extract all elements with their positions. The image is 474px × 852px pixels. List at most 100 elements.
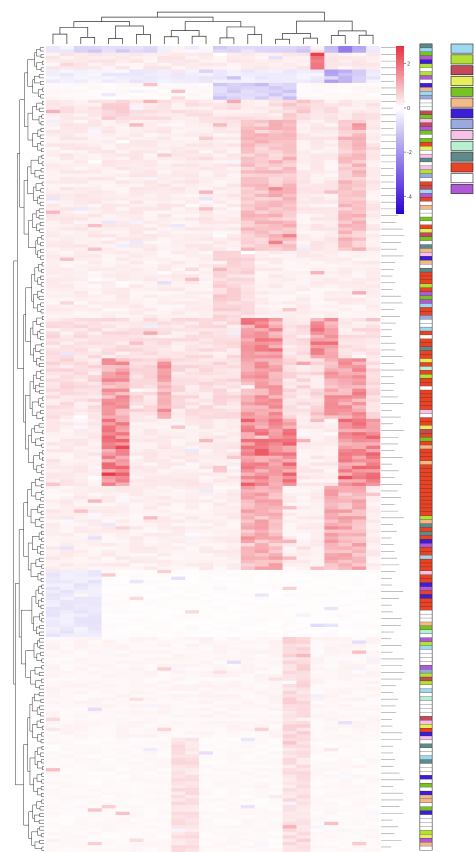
- heatmap-cell: [366, 465, 381, 470]
- dendrogram-branch: [34, 170, 42, 178]
- heatmap-cell: [101, 257, 116, 262]
- heatmap-cell: [352, 210, 367, 215]
- dendrogram-branch: [33, 777, 38, 792]
- heatmap-cell: [226, 203, 242, 208]
- heatmap-cell: [143, 395, 158, 399]
- heatmap-cell: [226, 52, 242, 57]
- heatmap-cell: [143, 89, 158, 94]
- heatmap-cell: [157, 502, 172, 507]
- dendrogram-branch: [41, 470, 44, 475]
- heatmap-cell: [296, 694, 311, 698]
- heatmap-cell: [324, 422, 339, 426]
- heatmap-cell: [129, 86, 144, 90]
- heatmap-cell: [59, 690, 75, 695]
- heatmap-cell: [171, 593, 186, 598]
- heatmap-cell: [296, 180, 311, 184]
- heatmap-cell: [199, 267, 214, 272]
- heatmap-cell: [59, 492, 75, 497]
- heatmap-cell: [129, 418, 144, 423]
- heatmap-cell: [171, 405, 186, 409]
- dendrogram-branch: [41, 269, 44, 273]
- heatmap-cell: [73, 512, 89, 517]
- heatmap-cell: [199, 603, 214, 608]
- heatmap-cell: [199, 49, 214, 54]
- heatmap-cell: [366, 422, 381, 426]
- heatmap-cell: [352, 365, 367, 369]
- heatmap-cell: [366, 254, 381, 258]
- dendrogram-branch: [15, 583, 24, 786]
- heatmap-cell: [310, 328, 325, 332]
- heatmap-cell: [324, 449, 339, 453]
- heatmap-cell: [101, 271, 116, 275]
- heatmap-cell: [366, 630, 381, 635]
- heatmap-cell: [324, 301, 339, 305]
- heatmap-cell: [324, 630, 339, 635]
- heatmap-cell: [226, 556, 242, 561]
- heatmap-cell: [171, 539, 186, 544]
- heatmap-cell: [296, 250, 311, 255]
- heatmap-cell: [213, 271, 228, 275]
- heatmap-cell: [101, 109, 116, 114]
- heatmap-cell: [185, 328, 200, 332]
- heatmap-cell: [296, 160, 311, 164]
- heatmap-cell: [73, 583, 89, 587]
- heatmap-cell: [115, 170, 130, 174]
- heatmap-cell: [268, 663, 283, 668]
- heatmap-cell: [185, 287, 200, 292]
- heatmap-cell: [101, 412, 116, 416]
- heatmap-cell: [324, 190, 339, 195]
- heatmap-cell: [310, 438, 325, 443]
- heatmap-cell: [366, 375, 381, 379]
- heatmap-cell: [282, 579, 297, 584]
- heatmap-cell: [226, 348, 242, 352]
- heatmap-cell: [115, 365, 130, 369]
- heatmap-cell: [240, 697, 256, 702]
- heatmap-cell: [324, 465, 339, 470]
- heatmap-cell: [213, 469, 228, 473]
- heatmap-cell: [199, 234, 214, 238]
- heatmap-cell: [310, 385, 325, 389]
- heatmap-cell: [129, 217, 144, 221]
- heatmap-cell: [115, 499, 130, 504]
- heatmap-cell: [324, 146, 339, 151]
- heatmap-cell: [338, 637, 353, 641]
- heatmap-cell: [115, 331, 130, 336]
- heatmap-cell: [240, 516, 256, 520]
- heatmap-cell: [59, 166, 75, 171]
- heatmap-cell: [46, 499, 61, 504]
- heatmap-cell: [199, 650, 214, 655]
- heatmap-cell: [101, 210, 116, 215]
- heatmap-cell: [87, 227, 102, 232]
- heatmap-cell: [73, 287, 89, 292]
- heatmap-cell: [324, 553, 339, 557]
- column-dendrogram: [52, 11, 374, 44]
- heatmap-cell: [296, 66, 311, 70]
- heatmap-cell: [226, 213, 242, 218]
- heatmap-cell: [282, 475, 297, 480]
- heatmap-cell: [73, 371, 89, 376]
- heatmap-cell: [157, 700, 172, 705]
- heatmap-cell: [352, 559, 367, 564]
- heatmap-cell: [101, 415, 116, 420]
- heatmap-cell: [199, 432, 214, 436]
- heatmap-cell: [46, 600, 61, 604]
- heatmap-cell: [87, 150, 102, 154]
- heatmap-cell: [129, 606, 144, 611]
- heatmap-cell: [46, 378, 61, 383]
- heatmap-cell: [254, 341, 269, 346]
- heatmap-cell: [87, 667, 102, 671]
- heatmap-cell: [282, 267, 297, 272]
- heatmap-cell: [59, 217, 75, 221]
- heatmap-cell: [213, 193, 228, 198]
- heatmap-cell: [226, 563, 242, 567]
- heatmap-cell: [338, 197, 353, 201]
- heatmap-cell: [296, 613, 311, 618]
- heatmap-cell: [185, 509, 200, 514]
- heatmap-cell: [46, 459, 61, 463]
- heatmap-cell: [157, 49, 172, 54]
- heatmap-cell: [254, 163, 269, 168]
- dendrogram-branch: [23, 744, 29, 826]
- heatmap-cell: [338, 418, 353, 423]
- heatmap-cell: [240, 663, 256, 668]
- heatmap-cell: [59, 291, 75, 295]
